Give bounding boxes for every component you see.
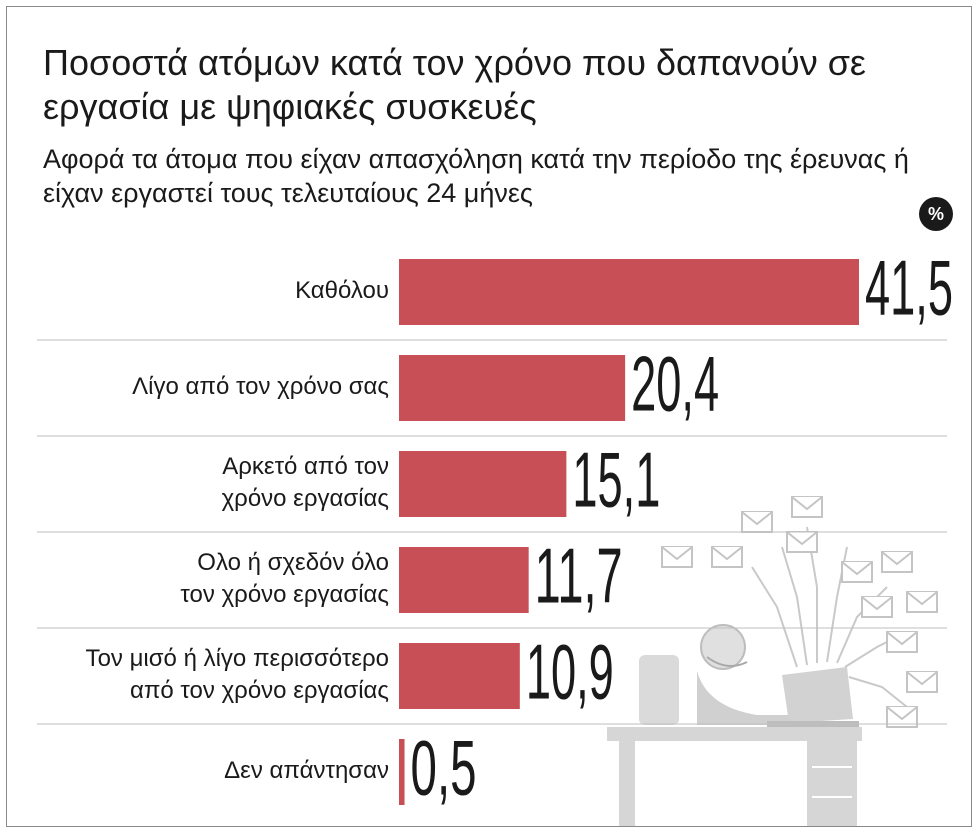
- bar-3: [399, 547, 529, 613]
- chart-title: Ποσοστά ατόμων κατά τον χρόνο που δαπανο…: [43, 42, 866, 127]
- category-label-5: Δεν απάντησαν: [224, 757, 389, 784]
- envelope-icons: [662, 497, 937, 727]
- value-label-5: 0,5: [411, 724, 477, 812]
- category-label-1: Λίγο από τον χρόνο σας: [132, 373, 389, 400]
- bar-1: [399, 355, 626, 421]
- bar-2: [399, 451, 567, 517]
- category-label-4: Τον μισό ή λίγο περισσότερο από τον χρόνο…: [86, 645, 389, 704]
- bar-5: [399, 739, 405, 805]
- chart-subtitle: Αφορά τα άτομα που είχαν απασχόληση κατά…: [43, 144, 909, 208]
- value-label-1: 20,4: [631, 340, 719, 428]
- value-label-2: 15,1: [572, 436, 660, 524]
- value-label-3: 11,7: [535, 532, 623, 620]
- chart-frame: Ποσοστά ατόμων κατά τον χρόνο που δαπανο…: [6, 6, 972, 827]
- percent-unit-badge: %: [919, 197, 953, 231]
- bar-chart: 41,5 Καθόλου 20,4 Λίγο από τον χρόνο σας 15,…: [37, 244, 953, 826]
- value-label-4: 10,9: [526, 628, 614, 716]
- category-label-2: Αρκετό από τον χρόνο εργασίας: [222, 453, 389, 512]
- category-label-0: Καθόλου: [295, 277, 389, 304]
- bar-4: [399, 643, 520, 709]
- worker-laptop-illustration: [607, 497, 937, 826]
- category-label-3: Ολο ή σχεδόν όλο τον χρόνο εργασίας: [180, 549, 389, 608]
- value-label-0: 41,5: [865, 244, 953, 332]
- bar-0: [399, 259, 859, 325]
